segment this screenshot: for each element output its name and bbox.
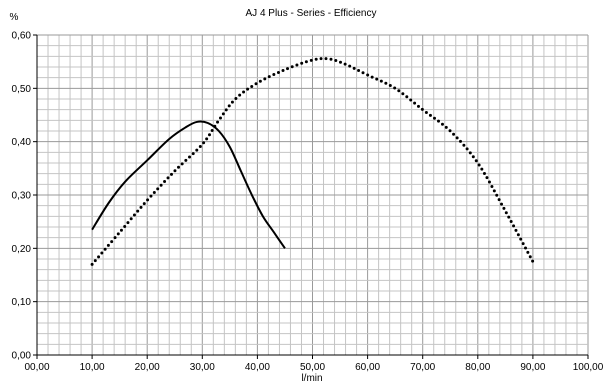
x-tick-label: 30,00 bbox=[190, 362, 215, 373]
y-tick-label: 0,10 bbox=[12, 297, 32, 308]
x-tick-label: 70,00 bbox=[410, 362, 435, 373]
y-tick-label: 0,60 bbox=[12, 31, 32, 42]
y-tick-label: 0,40 bbox=[12, 137, 32, 148]
y-tick-label: 0,50 bbox=[12, 84, 32, 95]
x-tick-label: 40,00 bbox=[245, 362, 270, 373]
x-tick-label: 10,00 bbox=[80, 362, 105, 373]
series-line-1 bbox=[91, 120, 286, 249]
x-tick-label: 90,00 bbox=[520, 362, 545, 373]
y-tick-label: 0,30 bbox=[12, 191, 32, 202]
axes bbox=[33, 34, 589, 359]
x-tick-label: 100,00 bbox=[573, 362, 603, 373]
y-axis-unit: % bbox=[10, 12, 19, 23]
x-tick-labels: 00,00 10,00 20,00 30,00 40,00 50,00 60,00 70,00… bbox=[24, 362, 603, 373]
y-tick-label: 0,20 bbox=[12, 244, 32, 255]
y-tick-labels: 0,00 0,10 0,20 0,30 0,40 0,50 0,60 bbox=[12, 31, 32, 362]
series-layer bbox=[90, 57, 535, 266]
y-tick-label: 0,00 bbox=[12, 351, 32, 362]
chart-title: AJ 4 Plus - Series - Efficiency bbox=[246, 8, 377, 19]
x-tick-label: 80,00 bbox=[465, 362, 490, 373]
x-axis-unit: l/min bbox=[301, 373, 322, 384]
x-tick-label: 00,00 bbox=[24, 362, 49, 373]
x-tick-label: 60,00 bbox=[355, 362, 380, 373]
grid bbox=[36, 34, 589, 356]
series-line-2 bbox=[90, 57, 535, 266]
x-tick-label: 50,00 bbox=[300, 362, 325, 373]
x-tick-label: 20,00 bbox=[135, 362, 160, 373]
